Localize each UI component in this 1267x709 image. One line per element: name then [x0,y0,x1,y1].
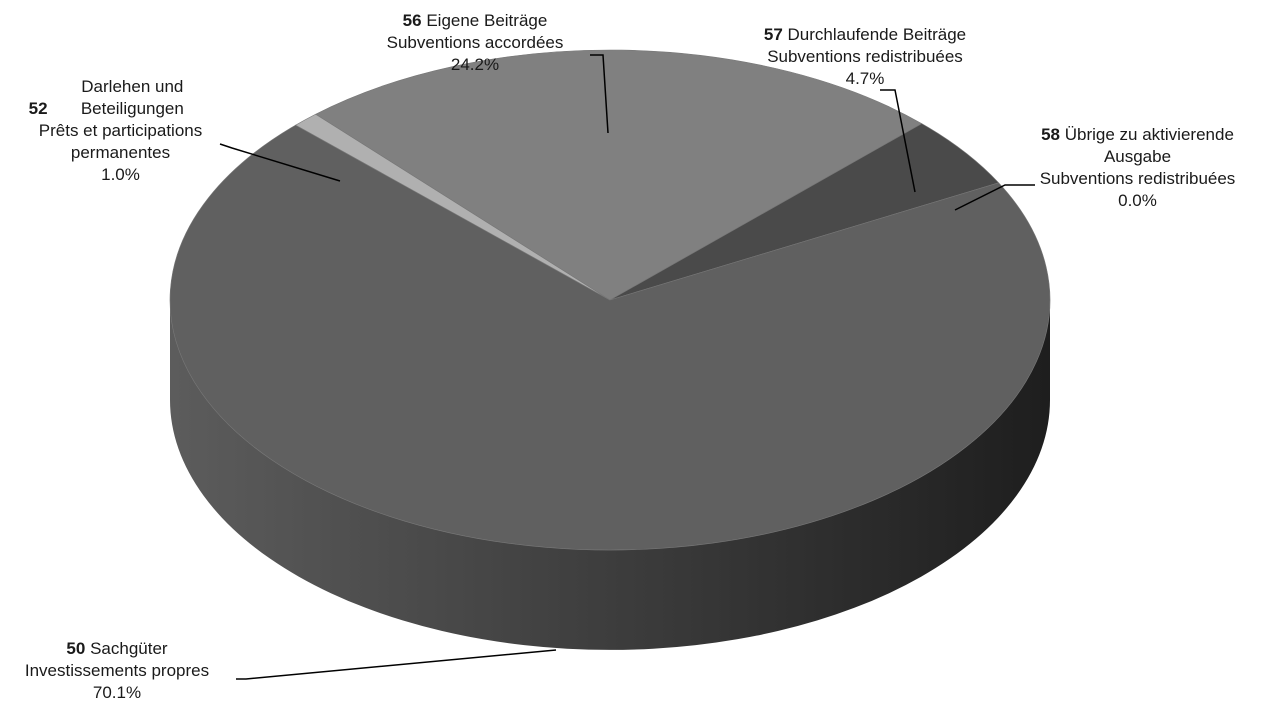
slice-name-fr-52: Prêts et participations permanentes [38,121,203,162]
slice-value-57: 4.7% [845,69,885,88]
slice-value-58: 0.0% [1118,191,1157,210]
slice-code-52: 52 [28,99,48,118]
pie-top [169,49,1051,551]
slice-value-50: 70.1% [92,683,142,702]
pie-side [170,300,1050,650]
slice-name-fr-57: Subventions redistribuées [767,47,963,66]
slice-label-50: 50 Sachgüter Investissements propres 70.… [2,638,232,704]
slice-label-57: 57 Durchlaufende Beiträge Subventions re… [725,24,1005,90]
slice-name-de-56: Eigene Beiträge [426,11,548,30]
slice-code-50: 50 [66,639,86,658]
leader-line-50 [236,649,557,680]
slice-code-56: 56 [402,11,422,30]
slice-name-de-57: Durchlaufende Beiträge [787,25,967,44]
slice-name-de-52: Darlehen und Beteiligungen [80,77,184,118]
slice-code-58: 58 [1041,125,1061,144]
pie-slice-56 [314,49,923,301]
slice-label-52: 52 Darlehen und Beteiligungen Prêts et p… [8,76,233,186]
leader-line-58 [954,184,1035,211]
slice-name-fr-50: Investissements propres [24,661,210,680]
leader-line-52 [219,143,341,182]
leader-line-57 [880,89,916,193]
slice-code-57: 57 [763,25,783,44]
slice-label-56: 56 Eigene Beiträge Subventions accordées… [355,10,595,76]
slice-name-fr-56: Subventions accordées [386,33,564,52]
slice-value-56: 24.2% [450,55,500,74]
leader-lines [219,54,1035,680]
pie-side-wall [170,300,1050,650]
slice-name-de-50: Sachgüter [90,639,168,658]
slice-label-58: 58 Übrige zu aktivierende Ausgabe Subven… [1010,124,1265,212]
leader-line-56 [590,54,609,134]
slice-name-de-58: Übrige zu aktivierende Ausgabe [1064,125,1234,166]
slice-value-52: 1.0% [101,165,140,184]
pie-slice-52 [295,113,611,301]
pie-slice-50 [169,124,1051,551]
slice-name-fr-58: Subventions redistribuées [1039,169,1236,188]
